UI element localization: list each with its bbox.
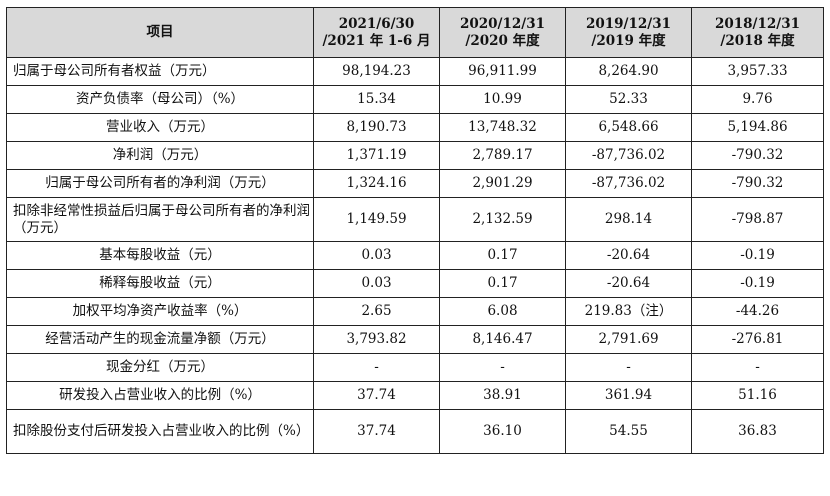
- cell-value: 361.94: [565, 381, 692, 410]
- table-row: 经营活动产生的现金流量净额（万元） 3,793.82 8,146.47 2,79…: [6, 325, 824, 354]
- cell-value: -790.32: [691, 169, 824, 198]
- cell-value: 1,149.59: [313, 197, 440, 242]
- row-label: 扣除非经常性损益后归属于母公司所有者的净利润（万元）: [6, 197, 314, 242]
- cell-value: 36.10: [439, 409, 566, 454]
- table-row: 营业收入（万元） 8,190.73 13,748.32 6,548.66 5,1…: [6, 113, 824, 142]
- cell-value: -: [565, 353, 692, 382]
- cell-value: 36.83: [691, 409, 824, 454]
- cell-value: 52.33: [565, 85, 692, 114]
- cell-value: -790.32: [691, 141, 824, 170]
- cell-value: 15.34: [313, 85, 440, 114]
- header-col-2019: 2019/12/31/2019 年度: [565, 7, 692, 58]
- cell-value: 37.74: [313, 409, 440, 454]
- row-label: 稀释每股收益（元）: [6, 269, 314, 298]
- cell-value: 38.91: [439, 381, 566, 410]
- row-label: 资产负债率（母公司）（%）: [6, 85, 314, 114]
- table-row: 研发投入占营业收入的比例（%） 37.74 38.91 361.94 51.16: [6, 381, 824, 410]
- cell-value: 298.14: [565, 197, 692, 242]
- header-col-2018: 2018/12/31/2018 年度: [691, 7, 824, 58]
- cell-value: 13,748.32: [439, 113, 566, 142]
- cell-value: -20.64: [565, 241, 692, 270]
- row-label: 归属于母公司所有者的净利润（万元）: [6, 169, 314, 198]
- table-row: 现金分红（万元） - - - -: [6, 353, 824, 382]
- header-col-2021: 2021/6/30/2021 年 1-6 月: [313, 7, 440, 58]
- cell-value: -44.26: [691, 297, 824, 326]
- table-row: 扣除非经常性损益后归属于母公司所有者的净利润（万元） 1,149.59 2,13…: [6, 197, 824, 242]
- table-row: 净利润（万元） 1,371.19 2,789.17 -87,736.02 -79…: [6, 141, 824, 170]
- header-row: 项目 2021/6/30/2021 年 1-6 月 2020/12/31/202…: [6, 7, 824, 58]
- cell-value: 1,371.19: [313, 141, 440, 170]
- cell-value: -276.81: [691, 325, 824, 354]
- row-label: 营业收入（万元）: [6, 113, 314, 142]
- cell-value: 8,190.73: [313, 113, 440, 142]
- header-item: 项目: [6, 7, 314, 58]
- cell-value: 51.16: [691, 381, 824, 410]
- cell-value: 6,548.66: [565, 113, 692, 142]
- cell-value: -: [313, 353, 440, 382]
- table-row: 扣除股份支付后研发投入占营业收入的比例（%） 37.74 36.10 54.55…: [6, 409, 824, 454]
- cell-value: 8,264.90: [565, 57, 692, 86]
- cell-value: 2.65: [313, 297, 440, 326]
- table-row: 归属于母公司所有者权益（万元） 98,194.23 96,911.99 8,26…: [6, 57, 824, 86]
- cell-value: 0.03: [313, 269, 440, 298]
- cell-value: -798.87: [691, 197, 824, 242]
- cell-value: -: [691, 353, 824, 382]
- cell-value: -87,736.02: [565, 141, 692, 170]
- cell-value: 2,791.69: [565, 325, 692, 354]
- table-row: 加权平均净资产收益率（%） 2.65 6.08 219.83（注） -44.26: [6, 297, 824, 326]
- row-label: 现金分红（万元）: [6, 353, 314, 382]
- table-row: 稀释每股收益（元） 0.03 0.17 -20.64 -0.19: [6, 269, 824, 298]
- cell-value: 6.08: [439, 297, 566, 326]
- cell-value: 0.17: [439, 269, 566, 298]
- cell-value: 2,901.29: [439, 169, 566, 198]
- cell-value: -0.19: [691, 241, 824, 270]
- cell-value: 0.03: [313, 241, 440, 270]
- row-label: 净利润（万元）: [6, 141, 314, 170]
- cell-value: 8,146.47: [439, 325, 566, 354]
- header-col-2020: 2020/12/31/2020 年度: [439, 7, 566, 58]
- table-row: 基本每股收益（元） 0.03 0.17 -20.64 -0.19: [6, 241, 824, 270]
- cell-value: -87,736.02: [565, 169, 692, 198]
- cell-value: 2,789.17: [439, 141, 566, 170]
- row-label: 扣除股份支付后研发投入占营业收入的比例（%）: [6, 409, 314, 454]
- cell-value: 98,194.23: [313, 57, 440, 86]
- row-label: 经营活动产生的现金流量净额（万元）: [6, 325, 314, 354]
- cell-value: 219.83（注）: [565, 297, 692, 326]
- financial-indicators-table: 项目 2021/6/30/2021 年 1-6 月 2020/12/31/202…: [6, 7, 824, 454]
- row-label: 基本每股收益（元）: [6, 241, 314, 270]
- cell-value: 3,793.82: [313, 325, 440, 354]
- financial-table-container: 项目 2021/6/30/2021 年 1-6 月 2020/12/31/202…: [6, 7, 824, 454]
- cell-value: 10.99: [439, 85, 566, 114]
- cell-value: 1,324.16: [313, 169, 440, 198]
- cell-value: 54.55: [565, 409, 692, 454]
- row-label: 研发投入占营业收入的比例（%）: [6, 381, 314, 410]
- cell-value: 37.74: [313, 381, 440, 410]
- cell-value: -: [439, 353, 566, 382]
- cell-value: 9.76: [691, 85, 824, 114]
- cell-value: 5,194.86: [691, 113, 824, 142]
- row-label: 加权平均净资产收益率（%）: [6, 297, 314, 326]
- table-row: 资产负债率（母公司）（%） 15.34 10.99 52.33 9.76: [6, 85, 824, 114]
- cell-value: 2,132.59: [439, 197, 566, 242]
- cell-value: -20.64: [565, 269, 692, 298]
- cell-value: 96,911.99: [439, 57, 566, 86]
- cell-value: 0.17: [439, 241, 566, 270]
- row-label: 归属于母公司所有者权益（万元）: [6, 57, 314, 86]
- cell-value: -0.19: [691, 269, 824, 298]
- table-row: 归属于母公司所有者的净利润（万元） 1,324.16 2,901.29 -87,…: [6, 169, 824, 198]
- cell-value: 3,957.33: [691, 57, 824, 86]
